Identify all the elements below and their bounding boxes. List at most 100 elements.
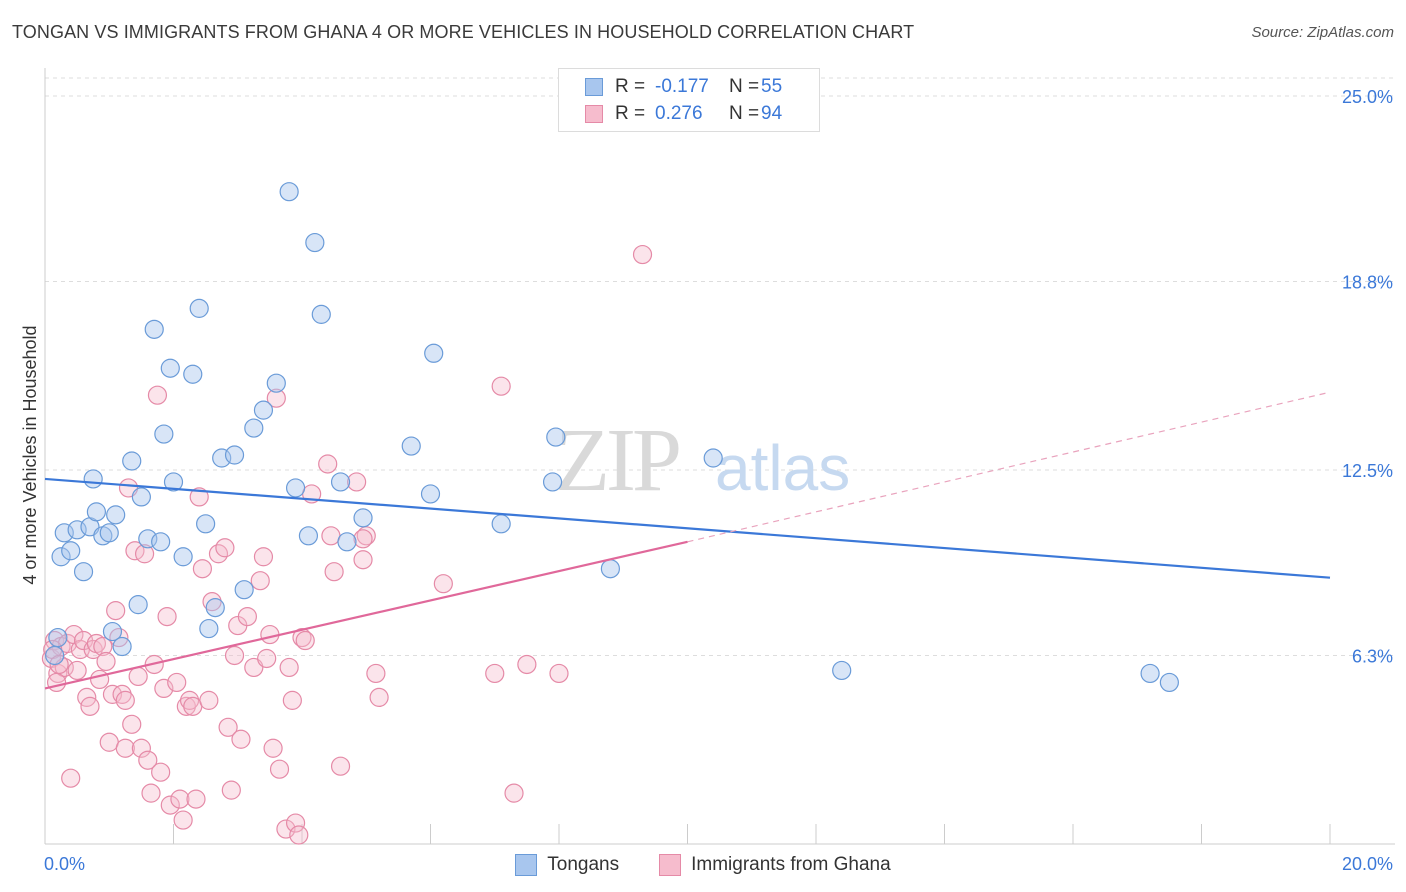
tongan-point <box>546 427 566 447</box>
ghana-point <box>253 547 274 567</box>
ghana-point <box>549 663 569 684</box>
legend-r-value: -0.177 <box>655 76 709 97</box>
y-tick-label: 12.5% <box>1342 461 1393 481</box>
legend-swatch-ghana <box>659 854 682 876</box>
tongan-point <box>298 526 319 546</box>
trend-line-ghana <box>44 540 688 690</box>
legend-series: Tongans Immigrants from Ghana <box>0 850 1406 880</box>
ghana-point <box>61 768 81 788</box>
grid-lines <box>45 77 1395 656</box>
legend-item-ghana[interactable]: Immigrants from Ghana <box>659 854 891 876</box>
x-tick-label: 0.0% <box>44 854 85 874</box>
ghana-point <box>131 738 151 758</box>
ghana-point <box>122 714 142 734</box>
tongan-point <box>151 532 171 552</box>
ghana-point <box>189 487 209 507</box>
tongan-point <box>205 598 225 618</box>
y-tick-label: 25.0% <box>1342 87 1393 107</box>
ghana-point <box>115 690 135 710</box>
ghana-point <box>433 574 453 594</box>
ghana-point <box>151 762 171 782</box>
tongan-point <box>266 373 286 393</box>
tongan-point <box>305 232 325 253</box>
series-tongans-points <box>45 182 1179 693</box>
legend-r-label: R = <box>615 76 646 97</box>
tongan-point <box>173 547 193 567</box>
ghana-point <box>282 690 302 710</box>
ghana-point <box>112 684 132 704</box>
tongan-point <box>99 523 119 543</box>
ghana-point <box>179 690 200 710</box>
watermark-atlas: atlas <box>715 432 850 504</box>
ghana-point <box>202 592 222 612</box>
ghana-point <box>263 738 283 758</box>
tongan-point <box>244 418 264 438</box>
ghana-point <box>266 388 286 408</box>
tongan-point <box>420 484 441 504</box>
ghana-point <box>517 654 537 675</box>
legend-row-tongans: R = -0.177 N = 55 <box>585 74 782 100</box>
tongan-point <box>424 343 444 363</box>
x-tick-label: 20.0% <box>1342 854 1393 874</box>
legend-row-ghana: R = 0.276 N = 94 <box>585 101 782 127</box>
ghana-point <box>321 526 341 546</box>
tongan-point <box>183 364 203 384</box>
ghana-point <box>147 385 168 405</box>
ghana-point <box>160 795 180 815</box>
tongan-point <box>224 445 245 465</box>
ghana-point <box>157 606 177 627</box>
y-axis-label: 4 or more Vehicles in Household <box>20 325 40 584</box>
ghana-point <box>183 696 203 716</box>
tongan-point <box>160 358 180 378</box>
legend-r-value: 0.276 <box>655 103 703 124</box>
ghana-point <box>485 663 505 684</box>
trend-lines <box>44 391 1331 690</box>
tongan-point <box>122 451 142 471</box>
ghana-point <box>186 789 206 809</box>
ghana-point <box>141 783 161 803</box>
ghana-point <box>46 672 67 693</box>
tongan-point <box>144 319 164 339</box>
ghana-point <box>192 559 213 579</box>
ghana-point <box>347 472 367 492</box>
legend-n-label: N = <box>729 76 760 97</box>
ghana-point <box>353 529 373 549</box>
tongan-point <box>73 562 94 582</box>
ghana-point <box>366 663 386 684</box>
tongan-point <box>234 580 254 600</box>
tongan-point <box>199 618 219 639</box>
ghana-point <box>99 732 119 752</box>
watermark-zip: ZIP <box>555 411 679 510</box>
tongan-point <box>102 621 123 642</box>
ghana-point <box>170 789 190 809</box>
ghana-point <box>80 696 100 716</box>
ghana-point <box>49 654 69 675</box>
tongan-point <box>330 472 351 492</box>
ghana-point <box>324 562 344 582</box>
ghana-point <box>221 780 241 800</box>
ghana-point <box>167 672 187 693</box>
tongan-point <box>61 541 81 561</box>
tongan-point <box>86 502 107 522</box>
ghana-point <box>106 601 126 621</box>
tongan-point <box>196 514 216 534</box>
ghana-point <box>279 657 299 678</box>
y-tick-label: 6.3% <box>1352 646 1393 666</box>
tongan-point <box>106 505 126 525</box>
ghana-point <box>330 756 351 776</box>
chart-title: TONGAN VS IMMIGRANTS FROM GHANA 4 OR MOR… <box>12 22 915 42</box>
legend-swatch-ghana <box>585 105 603 123</box>
ghana-point <box>250 571 270 591</box>
watermark: ZIP atlas <box>555 411 850 510</box>
legend-swatch-tongans <box>585 78 603 96</box>
legend-item-tongans[interactable]: Tongans <box>515 854 619 876</box>
legend-n-value: 94 <box>761 103 783 124</box>
ghana-point <box>173 810 193 830</box>
ghana-point <box>504 783 524 803</box>
ghana-point <box>257 648 277 669</box>
tongan-point <box>83 469 103 489</box>
tongan-point <box>189 298 209 318</box>
ghana-point <box>96 651 116 672</box>
tongan-point <box>353 508 373 528</box>
ghana-point <box>134 544 155 564</box>
